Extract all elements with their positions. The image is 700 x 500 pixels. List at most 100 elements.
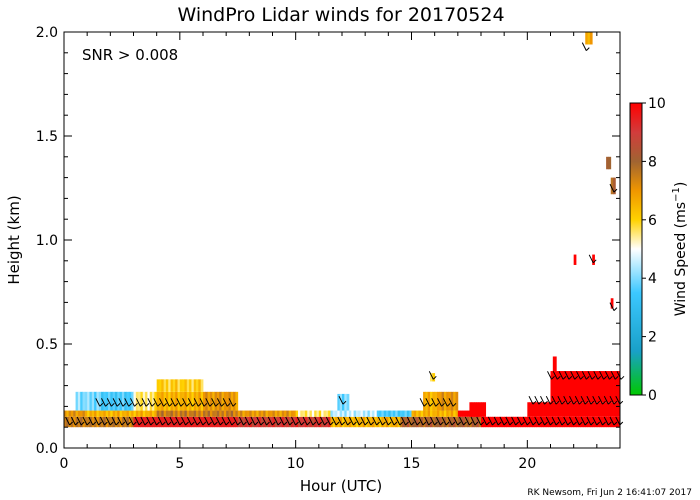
heatmap-cell bbox=[589, 32, 593, 45]
heatmap-cell bbox=[395, 410, 398, 417]
heatmap-cell bbox=[462, 410, 466, 417]
heatmap-cell bbox=[365, 410, 368, 417]
heatmap-cell bbox=[177, 410, 181, 417]
heatmap-cell bbox=[538, 416, 542, 428]
heatmap-cell bbox=[145, 410, 148, 417]
wind-barb bbox=[563, 416, 572, 426]
heatmap-cell bbox=[467, 410, 470, 417]
heatmap-cell bbox=[175, 410, 178, 417]
heatmap-cell bbox=[436, 410, 440, 417]
wind-barb bbox=[164, 398, 173, 407]
wind-barb bbox=[130, 398, 138, 407]
heatmap-cell bbox=[228, 410, 232, 417]
wind-barb bbox=[464, 416, 473, 426]
heatmap-cell bbox=[555, 402, 558, 417]
wind-barb bbox=[593, 371, 602, 380]
heatmap-cells bbox=[64, 32, 621, 428]
heatmap-cell bbox=[288, 416, 292, 428]
wind-barb bbox=[111, 416, 120, 426]
heatmap-cell bbox=[156, 379, 160, 392]
heatmap-cell bbox=[353, 416, 357, 428]
heatmap-cell bbox=[158, 379, 162, 392]
heatmap-cell bbox=[223, 410, 227, 417]
heatmap-cell bbox=[284, 410, 287, 417]
heatmap-cell bbox=[142, 416, 146, 428]
heatmap-cell bbox=[411, 410, 415, 417]
wind-barb bbox=[291, 416, 299, 426]
heatmap-cell bbox=[274, 410, 278, 417]
wind-barb bbox=[147, 398, 156, 407]
wind-barbs bbox=[65, 42, 625, 426]
wind-barb bbox=[563, 395, 572, 405]
heatmap-cell bbox=[168, 391, 171, 411]
heatmap-cell bbox=[337, 393, 341, 411]
heatmap-cell bbox=[230, 410, 234, 417]
heatmap-cell bbox=[478, 416, 482, 428]
heatmap-cell bbox=[615, 402, 619, 417]
heatmap-cell bbox=[330, 410, 334, 417]
heatmap-cell bbox=[603, 371, 607, 403]
heatmap-cell bbox=[89, 410, 93, 417]
x-tick-label: 20 bbox=[518, 456, 536, 472]
wind-barb bbox=[540, 395, 548, 405]
heatmap-cell bbox=[582, 402, 586, 417]
heatmap-cell bbox=[617, 402, 621, 417]
heatmap-cell bbox=[103, 416, 107, 428]
heatmap-cell bbox=[177, 416, 181, 428]
heatmap-cell bbox=[193, 410, 197, 417]
heatmap-cell bbox=[191, 391, 195, 411]
heatmap-cell bbox=[555, 371, 558, 403]
wind-barb bbox=[609, 302, 618, 311]
wind-barb bbox=[442, 398, 451, 407]
heatmap-cell bbox=[203, 391, 206, 411]
heatmap-cell bbox=[462, 416, 466, 428]
wind-barb bbox=[459, 416, 467, 426]
wind-barb bbox=[76, 416, 85, 426]
heatmap-cell bbox=[531, 402, 535, 417]
heatmap-cell bbox=[114, 391, 118, 411]
heatmap-cell bbox=[339, 410, 343, 417]
heatmap-cell bbox=[441, 410, 445, 417]
heatmap-cell bbox=[103, 410, 107, 417]
colorbar-tick-label: 8 bbox=[648, 154, 657, 170]
heatmap-cell bbox=[555, 416, 558, 428]
heatmap-cell bbox=[68, 416, 72, 428]
heatmap-cell bbox=[307, 416, 310, 428]
heatmap-cell bbox=[300, 410, 304, 417]
heatmap-cell bbox=[91, 416, 95, 428]
y-axis-label: Height (km) bbox=[5, 195, 23, 284]
heatmap-cell bbox=[66, 410, 70, 417]
heatmap-cell bbox=[388, 416, 392, 428]
heatmap-cell bbox=[311, 416, 315, 428]
colorbar-tick-label: 2 bbox=[648, 330, 657, 346]
wind-barb bbox=[221, 416, 230, 426]
wind-barb bbox=[65, 416, 73, 426]
heatmap-cell bbox=[478, 402, 482, 417]
x-axis-ticks: 0 5 10 15 20 bbox=[60, 32, 621, 472]
heatmap-cell bbox=[196, 379, 199, 392]
heatmap-cell bbox=[569, 371, 572, 403]
heatmap-cell bbox=[68, 410, 72, 417]
heatmap-cell bbox=[300, 416, 304, 428]
heatmap-cell bbox=[441, 391, 445, 411]
heatmap-cell bbox=[443, 416, 447, 428]
heatmap-cell bbox=[397, 410, 401, 417]
wind-barb bbox=[551, 395, 560, 405]
heatmap-cell bbox=[189, 416, 192, 428]
heatmap-cell bbox=[434, 391, 438, 411]
heatmap-cell bbox=[121, 410, 125, 417]
heatmap-cell bbox=[240, 410, 243, 417]
heatmap-cell bbox=[223, 416, 227, 428]
wind-barb bbox=[522, 416, 531, 426]
heatmap-cell bbox=[258, 410, 262, 417]
heatmap-cell bbox=[110, 416, 114, 428]
heatmap-cell bbox=[223, 391, 227, 411]
heatmap-cell bbox=[182, 379, 185, 392]
heatmap-cell bbox=[316, 416, 320, 428]
heatmap-cell bbox=[175, 391, 178, 411]
heatmap-cell bbox=[562, 371, 565, 403]
heatmap-cell bbox=[587, 402, 591, 417]
wind-barb bbox=[424, 416, 433, 426]
heatmap-cell bbox=[73, 410, 76, 417]
heatmap-cell bbox=[592, 254, 595, 265]
